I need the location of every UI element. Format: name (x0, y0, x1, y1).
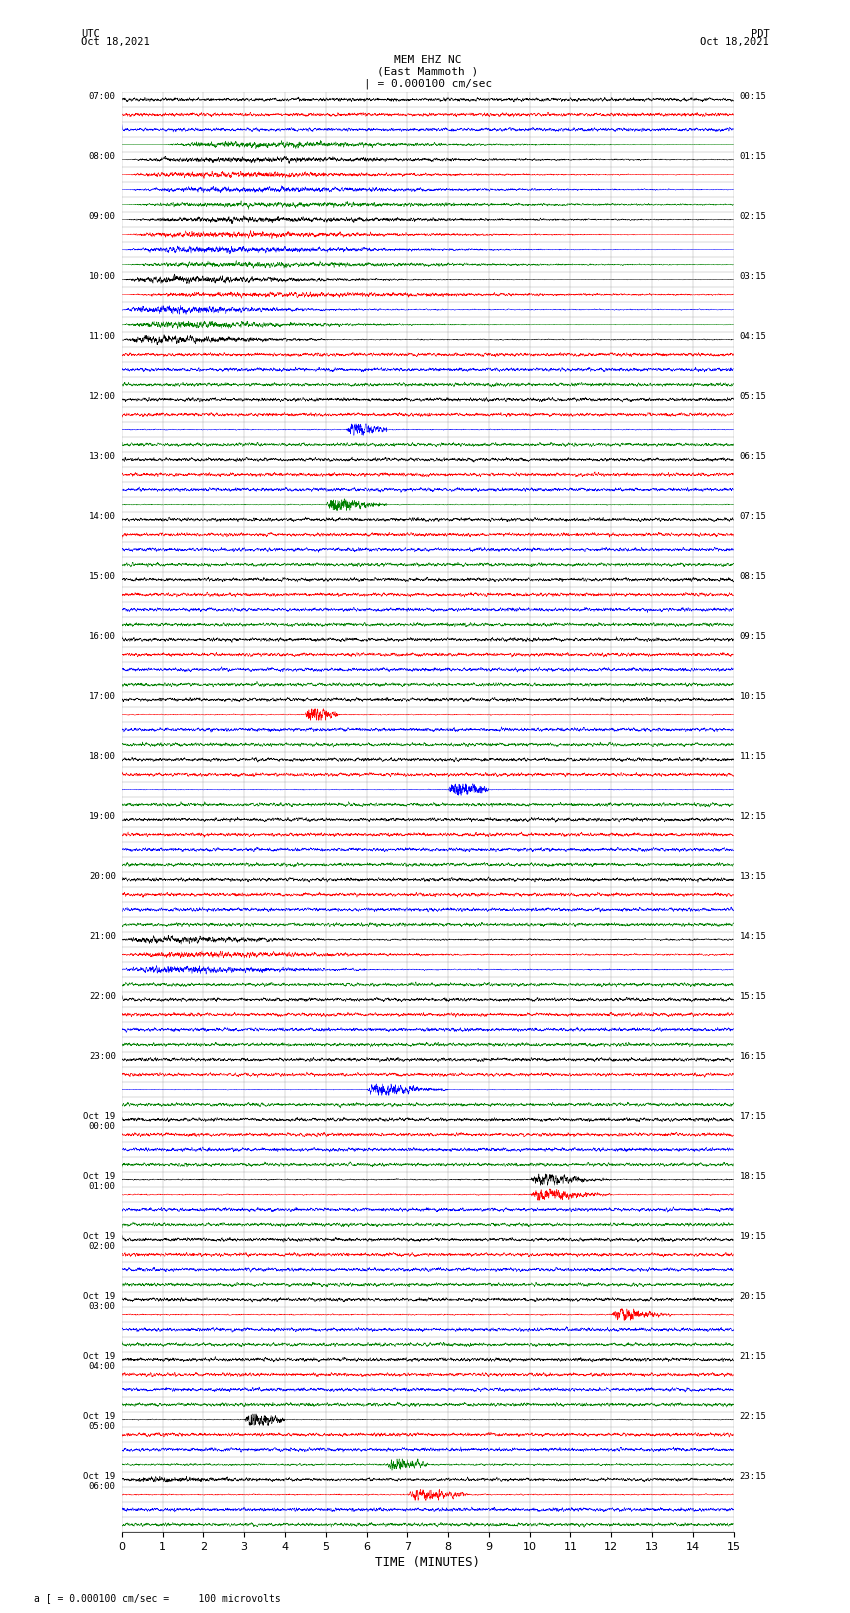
Text: Oct 19
02:00: Oct 19 02:00 (83, 1232, 116, 1252)
Text: 10:00: 10:00 (89, 273, 116, 281)
Text: 20:00: 20:00 (89, 873, 116, 881)
Text: PDT: PDT (751, 29, 769, 39)
Text: 11:15: 11:15 (740, 752, 767, 761)
Text: Oct 19
00:00: Oct 19 00:00 (83, 1111, 116, 1131)
Text: 10:15: 10:15 (740, 692, 767, 702)
Text: Oct 19
05:00: Oct 19 05:00 (83, 1411, 116, 1431)
Text: 01:15: 01:15 (740, 152, 767, 161)
Text: 19:00: 19:00 (89, 811, 116, 821)
Text: 23:00: 23:00 (89, 1052, 116, 1061)
Text: Oct 19
04:00: Oct 19 04:00 (83, 1352, 116, 1371)
Text: Oct 19
01:00: Oct 19 01:00 (83, 1173, 116, 1192)
Text: 21:15: 21:15 (740, 1352, 767, 1361)
X-axis label: TIME (MINUTES): TIME (MINUTES) (375, 1557, 480, 1569)
Text: 23:15: 23:15 (740, 1473, 767, 1481)
Text: Oct 18,2021: Oct 18,2021 (81, 37, 150, 47)
Title: MEM EHZ NC
(East Mammoth )
| = 0.000100 cm/sec: MEM EHZ NC (East Mammoth ) | = 0.000100 … (364, 55, 492, 89)
Text: 02:15: 02:15 (740, 211, 767, 221)
Text: 14:00: 14:00 (89, 511, 116, 521)
Text: 12:15: 12:15 (740, 811, 767, 821)
Text: Oct 19
06:00: Oct 19 06:00 (83, 1473, 116, 1492)
Text: 09:00: 09:00 (89, 211, 116, 221)
Text: 18:15: 18:15 (740, 1173, 767, 1181)
Text: 15:00: 15:00 (89, 573, 116, 581)
Text: 22:15: 22:15 (740, 1411, 767, 1421)
Text: 08:00: 08:00 (89, 152, 116, 161)
Text: 22:00: 22:00 (89, 992, 116, 1002)
Text: 09:15: 09:15 (740, 632, 767, 640)
Text: 16:00: 16:00 (89, 632, 116, 640)
Text: 19:15: 19:15 (740, 1232, 767, 1240)
Text: 07:00: 07:00 (89, 92, 116, 102)
Text: 04:15: 04:15 (740, 332, 767, 340)
Text: 21:00: 21:00 (89, 932, 116, 940)
Text: 11:00: 11:00 (89, 332, 116, 340)
Text: 17:00: 17:00 (89, 692, 116, 702)
Text: 08:15: 08:15 (740, 573, 767, 581)
Text: 06:15: 06:15 (740, 452, 767, 461)
Text: 13:15: 13:15 (740, 873, 767, 881)
Text: UTC: UTC (81, 29, 99, 39)
Text: 15:15: 15:15 (740, 992, 767, 1002)
Text: Oct 19
03:00: Oct 19 03:00 (83, 1292, 116, 1311)
Text: 05:15: 05:15 (740, 392, 767, 402)
Text: 14:15: 14:15 (740, 932, 767, 940)
Text: 03:15: 03:15 (740, 273, 767, 281)
Text: Oct 18,2021: Oct 18,2021 (700, 37, 769, 47)
Text: 07:15: 07:15 (740, 511, 767, 521)
Text: 20:15: 20:15 (740, 1292, 767, 1302)
Text: 17:15: 17:15 (740, 1111, 767, 1121)
Text: 16:15: 16:15 (740, 1052, 767, 1061)
Text: a [ = 0.000100 cm/sec =     100 microvolts: a [ = 0.000100 cm/sec = 100 microvolts (34, 1594, 280, 1603)
Text: 00:15: 00:15 (740, 92, 767, 102)
Text: 18:00: 18:00 (89, 752, 116, 761)
Text: 13:00: 13:00 (89, 452, 116, 461)
Text: 12:00: 12:00 (89, 392, 116, 402)
